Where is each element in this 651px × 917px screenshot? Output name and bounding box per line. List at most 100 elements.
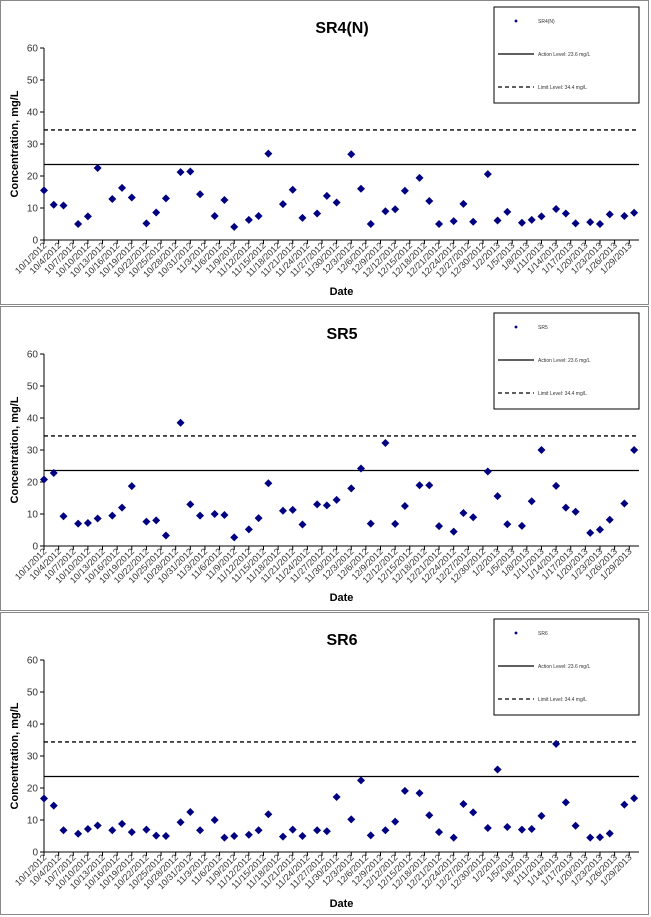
legend-marker [514, 325, 518, 329]
data-point [357, 464, 366, 473]
y-tick-label: 20 [27, 172, 39, 183]
data-point [561, 209, 570, 218]
data-point [620, 800, 629, 809]
data-point [220, 196, 229, 204]
data-point [142, 219, 151, 228]
data-point [459, 800, 468, 808]
data-point [391, 817, 400, 826]
data-point [196, 511, 205, 520]
chart-panel-sr6: SR6 0 10 20 30 40 50 60 10/1/2012 10/4/2012 10/7/2… [0, 612, 649, 915]
chart-title: SR5 [326, 326, 357, 343]
data-point [108, 511, 117, 520]
data-point [127, 482, 136, 491]
data-point [264, 479, 273, 488]
data-point [108, 826, 117, 835]
legend-box [493, 6, 640, 104]
data-point [366, 831, 375, 840]
data-point [503, 520, 512, 529]
data-point [586, 218, 595, 227]
data-point [288, 825, 297, 834]
chart-panel-sr4n: SR4(N) 0 10 20 30 40 50 60 10/1/2012 10/4/2012 10/… [0, 0, 649, 305]
data-point [435, 828, 444, 837]
data-point [244, 215, 253, 224]
data-point [74, 829, 83, 838]
data-point [313, 209, 322, 218]
data-point [605, 515, 614, 524]
data-point [186, 808, 195, 816]
data-point [59, 512, 68, 521]
data-point [49, 200, 58, 209]
data-point [425, 811, 434, 820]
data-point [347, 815, 356, 824]
data-point [244, 830, 253, 839]
data-point [425, 481, 434, 490]
data-point [605, 829, 614, 838]
data-point [561, 503, 570, 512]
data-point [493, 765, 502, 774]
y-tick-label: 30 [27, 140, 39, 151]
data-point [176, 418, 185, 427]
y-tick-label: 0 [32, 542, 38, 553]
data-point [449, 833, 458, 842]
y-axis-label: Concentration, mg/L [9, 702, 21, 809]
data-point [517, 521, 526, 530]
data-point [435, 220, 444, 228]
data-point [176, 168, 185, 177]
data-point [118, 819, 127, 828]
data-point [196, 826, 205, 835]
data-point [493, 492, 502, 501]
data-point [449, 527, 458, 536]
legend-label: SR6 [538, 631, 548, 637]
y-tick-label: 20 [27, 478, 39, 489]
data-point [332, 792, 341, 801]
data-point [493, 216, 502, 225]
data-point [264, 810, 273, 819]
data-point [313, 500, 322, 509]
data-point [196, 190, 205, 199]
legend-label: Action Level: 23.6 mg/L [538, 664, 590, 670]
data-point [254, 212, 263, 220]
data-point [49, 469, 58, 478]
data-point [586, 528, 595, 537]
data-point [322, 827, 331, 836]
data-point [415, 789, 424, 798]
data-point [161, 194, 170, 203]
data-point [278, 832, 287, 841]
y-tick-label: 60 [27, 350, 39, 361]
y-tick-label: 60 [27, 44, 39, 55]
data-point [40, 186, 48, 195]
y-axis-label: Concentration, mg/L [9, 90, 21, 197]
chart-sr6: SR6010203040506010/1/201210/4/201210/7/2… [9, 618, 640, 910]
data-point [108, 195, 117, 204]
data-point [381, 207, 390, 216]
data-point [552, 204, 561, 213]
y-tick-label: 50 [27, 382, 39, 393]
data-point [527, 824, 536, 833]
data-point [74, 519, 83, 528]
data-point [220, 833, 229, 842]
data-point [230, 533, 239, 542]
data-point [118, 503, 127, 512]
data-point [59, 826, 68, 835]
data-point [415, 173, 424, 182]
data-point [152, 831, 161, 840]
chart-sr5: SR5010203040506010/1/201210/4/201210/7/2… [9, 312, 640, 604]
data-point [459, 509, 468, 518]
data-point [186, 500, 195, 509]
data-point [93, 821, 102, 830]
data-point [210, 212, 219, 220]
data-point [298, 520, 307, 529]
data-point [254, 514, 263, 523]
data-point [469, 513, 478, 522]
y-tick-label: 50 [27, 76, 39, 87]
data-point [288, 185, 297, 194]
data-point [630, 794, 639, 803]
data-point [332, 198, 341, 207]
chart-panel-sr5: SR5 0 10 20 30 40 50 60 10/1/2012 10/4/2012 10/7/2… [0, 306, 649, 611]
data-point [537, 446, 546, 454]
data-point [595, 833, 604, 842]
data-point [366, 519, 375, 528]
data-point [161, 531, 170, 540]
data-point [322, 501, 331, 510]
data-point [620, 212, 629, 220]
